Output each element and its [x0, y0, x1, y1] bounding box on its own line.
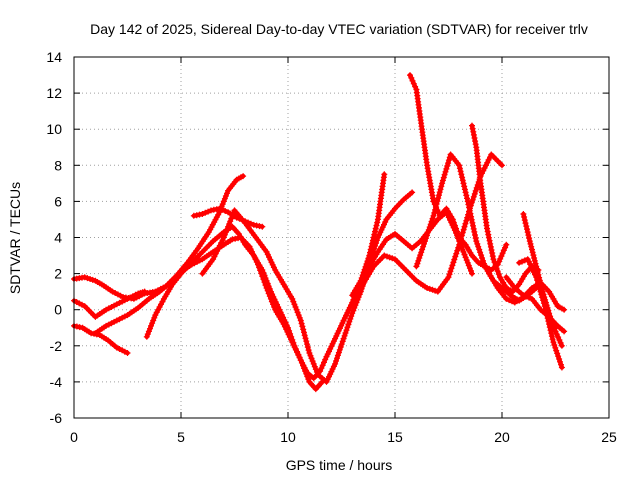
series-markers: [92, 234, 326, 393]
series-markers: [366, 189, 416, 266]
axes: 0 5 10 15 20 25 -6 -4 -2 0 2 4 6 8 10 12 14: [46, 49, 617, 445]
y-tick-label: -2: [50, 338, 63, 354]
series-arc-7: [199, 207, 373, 385]
series-markers: [71, 288, 148, 320]
y-tick-label: 10: [46, 121, 62, 137]
series-markers: [359, 151, 505, 295]
series-line: [414, 152, 539, 303]
grid: [74, 57, 609, 418]
series-arc-4: [143, 171, 388, 382]
series-markers: [199, 207, 373, 385]
y-tick-label: 4: [54, 230, 62, 246]
series-markers: [503, 274, 568, 335]
series-arc-16: [516, 256, 565, 371]
data-series: [71, 72, 568, 393]
x-axis-title: GPS time / hours: [286, 457, 393, 473]
x-tick-label: 0: [70, 429, 78, 445]
series-markers: [407, 72, 510, 273]
series-markers: [143, 171, 388, 382]
y-tick-label: -6: [50, 410, 63, 426]
x-tick-label: 10: [280, 429, 296, 445]
series-arc-15: [486, 270, 568, 313]
chart-title: Day 142 of 2025, Sidereal Day-to-day VTE…: [90, 21, 588, 37]
y-tick-label: 2: [54, 266, 62, 282]
y-tick-label: 12: [46, 85, 62, 101]
x-tick-label: 15: [387, 429, 403, 445]
x-tick-label: 5: [177, 429, 185, 445]
y-tick-label: 0: [54, 302, 62, 318]
series-arc-13: [469, 122, 542, 295]
series-markers: [469, 122, 542, 295]
x-tick-label: 25: [601, 429, 617, 445]
series-line: [200, 208, 372, 385]
series-arc-6: [92, 234, 326, 393]
y-tick-label: 8: [54, 157, 62, 173]
y-axis-title: SDTVAR / TECUs: [7, 182, 23, 294]
series-arc-9: [366, 189, 416, 266]
y-tick-label: -4: [50, 374, 63, 390]
y-tick-label: 6: [54, 193, 62, 209]
series-arc-17: [503, 274, 568, 335]
x-tick-label: 20: [494, 429, 510, 445]
y-tick-label: 14: [46, 49, 62, 65]
series-arc-3: [71, 288, 148, 320]
